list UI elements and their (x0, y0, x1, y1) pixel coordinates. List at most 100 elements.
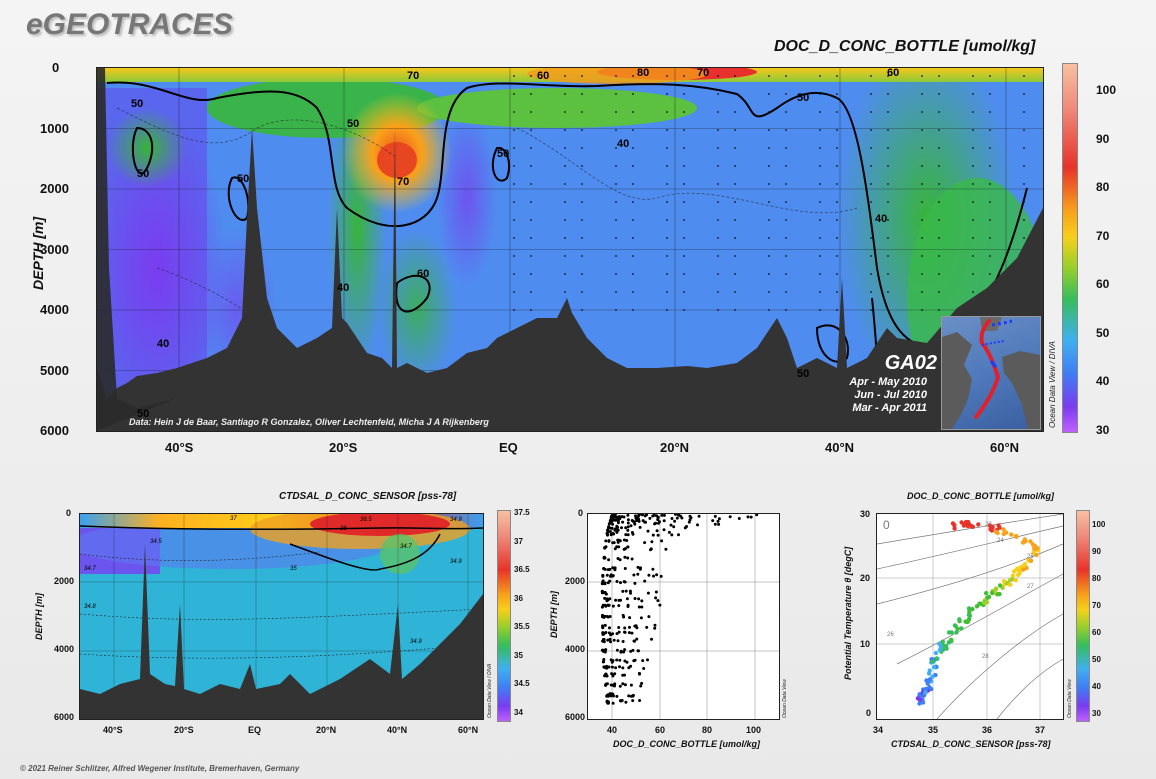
ts-diagram-plot[interactable]: 0 23 24 25 26 27 28 (876, 513, 1064, 720)
scatter-point (604, 672, 608, 676)
scatter-point (651, 567, 655, 571)
scatter-point (675, 516, 679, 520)
scatter-point (601, 579, 605, 583)
scatter-point (614, 598, 618, 602)
scatter-point (604, 631, 608, 634)
main-colorbar-tick: 100 (1096, 83, 1117, 97)
ts-point (967, 522, 972, 527)
main-contour-label: 50 (137, 168, 150, 180)
scatter-point (601, 648, 605, 652)
main-colorbar-tick: 70 (1096, 228, 1110, 243)
main-contour-label: 50 (137, 408, 150, 420)
ts-point (934, 656, 939, 661)
main-y-tick: 3000 (40, 241, 69, 257)
scatter-watermark: Ocean Data View (782, 679, 788, 718)
scatter-point (603, 546, 607, 550)
ts-watermark: Ocean Data View (1067, 679, 1073, 718)
scatter-point (638, 672, 641, 676)
ts-point (937, 641, 942, 647)
scatter-point (677, 533, 680, 537)
main-section-plot[interactable]: 50 40 50 70 60 80 70 50 50 40 50 50 60 40 50 40 50 60 70 D… (96, 67, 1044, 432)
ts-x-tick: 37 (1035, 725, 1046, 735)
ts-point (940, 639, 945, 644)
scatter-point (610, 526, 614, 530)
scatter-point (602, 567, 606, 570)
scatter-point (609, 694, 613, 698)
salinity-contour-label: 34.7 (400, 544, 412, 550)
salinity-contour-label: 34.7 (84, 566, 96, 572)
scatter-point (697, 514, 701, 518)
doc-depth-scatter-plot[interactable] (587, 513, 780, 720)
ts-point (1001, 527, 1006, 532)
scatter-point (696, 523, 699, 527)
scatter-point (646, 658, 649, 662)
scatter-point (609, 640, 612, 644)
scatter-point (621, 673, 625, 677)
main-y-tick: 4000 (40, 302, 69, 317)
scatter-point (626, 556, 630, 560)
scatter-point (621, 666, 625, 670)
ts-point (930, 659, 935, 664)
main-colorbar-tick: 90 (1096, 131, 1110, 146)
scatter-point (616, 639, 620, 643)
scatter-point (628, 589, 632, 593)
salinity-x-tick: 20°S (174, 725, 194, 735)
main-contour-label: 40 (617, 138, 630, 150)
main-contour-label: 50 (131, 98, 144, 110)
scatter-point (601, 590, 605, 594)
scatter-point (615, 528, 619, 532)
ts-point (954, 630, 959, 635)
scatter-point (716, 519, 720, 523)
scatter-point (607, 665, 611, 669)
scatter-point (623, 580, 627, 584)
ts-point (1012, 569, 1017, 574)
salinity-x-tick: 60°N (458, 725, 479, 735)
scatter-point (656, 599, 660, 603)
main-contour-label: 40 (337, 282, 350, 294)
ts-x-tick: 35 (928, 725, 939, 735)
scatter-point (629, 524, 633, 528)
sigma-label: 27 (1027, 584, 1034, 590)
ts-point (1015, 572, 1021, 578)
scatter-point (639, 684, 643, 688)
salinity-colorbar-tick: 34 (514, 707, 523, 717)
sigma-label: 25 (1027, 554, 1034, 560)
scatter-point (616, 518, 620, 522)
ts-point (955, 626, 960, 631)
scatter-point (717, 522, 721, 526)
ts-point (1013, 578, 1018, 583)
scatter-point (606, 615, 610, 619)
scatter-point (672, 525, 676, 529)
scatter-point (636, 649, 640, 653)
scatter-point (617, 630, 621, 634)
main-watermark: Ocean Data View / DIVA (1048, 340, 1057, 428)
salinity-section-plot[interactable]: 34.5 34.7 34.8 34.9 35 36 36.5 37 34.7 34.9 34.9 (79, 513, 484, 720)
doc-depth-scatter-svg (588, 514, 779, 719)
scatter-point (662, 519, 666, 523)
scatter-point (638, 699, 642, 702)
ts-point (1028, 558, 1033, 563)
salinity-colorbar-tick: 34.5 (514, 679, 530, 688)
scatter-point (626, 514, 630, 517)
ts-point (957, 617, 962, 622)
scatter-point (627, 666, 631, 670)
scatter-point (605, 573, 609, 577)
scatter-point (608, 530, 612, 533)
main-x-tick: 60°N (990, 440, 1020, 455)
salinity-colorbar (497, 510, 511, 722)
ts-point (995, 530, 1000, 536)
ts-point (949, 637, 954, 642)
scatter-point (604, 648, 608, 652)
scatter-x-tick: 40 (607, 725, 618, 735)
ts-point (952, 623, 958, 628)
salinity-colorbar-tick: 36 (514, 593, 523, 603)
scatter-point (617, 626, 621, 629)
data-credit: Data: Hein J de Baar, Santiago R Gonzale… (129, 417, 489, 427)
scatter-point (603, 596, 607, 600)
ts-point (1030, 542, 1036, 547)
scatter-point (653, 626, 657, 630)
scatter-point (619, 581, 622, 585)
main-colorbar-tick: 30 (1096, 422, 1110, 437)
ts-point (931, 664, 937, 670)
scatter-point (755, 514, 759, 517)
